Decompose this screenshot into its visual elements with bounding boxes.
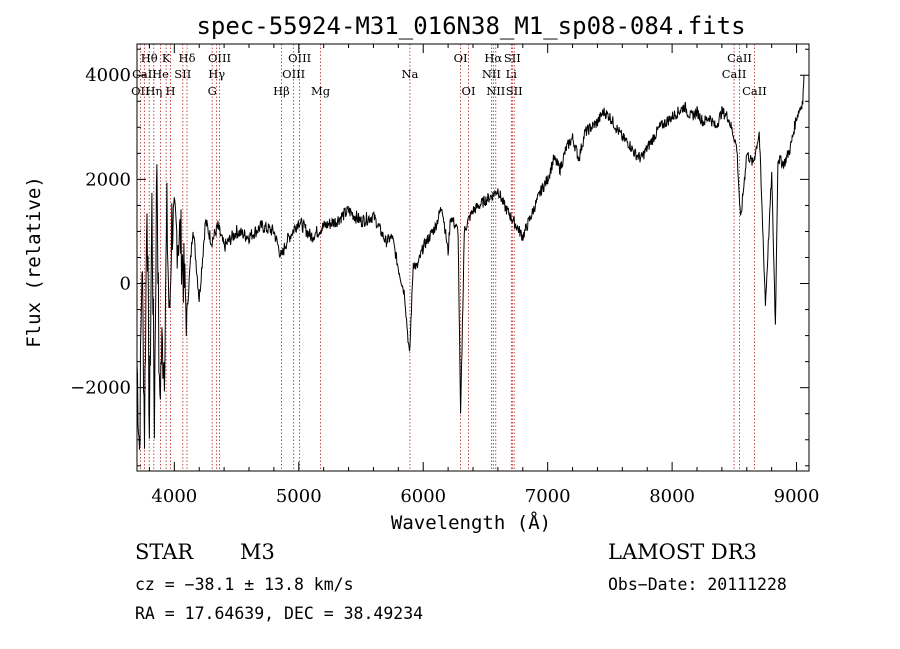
marker-label-2: CaII [132, 67, 157, 81]
marker-label-10: Hγ [208, 67, 225, 81]
emission-line-markers [139, 44, 755, 471]
marker-label-20: Hα [484, 51, 502, 65]
x-tick-label-5: 9000 [774, 486, 820, 507]
x-axis-label: Wavelength (Å) [391, 511, 551, 534]
marker-label-0: Hθ [141, 51, 158, 65]
chart-title: spec-55924-M31_016N38_M1_sp08-084.fits [196, 12, 745, 40]
marker-label-13: OIII [282, 67, 305, 81]
axis-ticks: 4000 5000 6000 7000 8000 9000 −2000 0 2000 4000 [70, 44, 819, 507]
y-axis-label: Flux (relative) [23, 176, 45, 348]
marker-label-8: Hδ [179, 51, 196, 65]
marker-label-7: SII [174, 67, 191, 81]
y-tick-label-0: −2000 [70, 378, 131, 399]
x-tick-label-4: 8000 [649, 486, 695, 507]
x-tick-label-3: 7000 [525, 486, 571, 507]
marker-label-11: G [208, 84, 217, 98]
marker-label-27: CaII [742, 84, 767, 98]
spectrum-line [136, 75, 805, 450]
marker-label-17: OI [454, 51, 468, 65]
survey-label: LAMOST DR3 [608, 540, 757, 564]
class-label: STAR [135, 540, 194, 564]
marker-label-25: CaII [722, 67, 747, 81]
marker-label-5: K [162, 51, 171, 65]
marker-label-23: Li [506, 67, 518, 81]
marker-label-21: NII [486, 84, 505, 98]
x-tick-label-0: 4000 [151, 486, 197, 507]
line-labels: Hθ OII CaII Hη He K H SII Hδ OIII Hγ G Hβ OIII OIII Mg N… [131, 51, 767, 98]
coordinates-readout: RA = 17.64639, DEC = 38.49234 [135, 604, 424, 623]
marker-label-9: OIII [208, 51, 231, 65]
y-tick-label-1: 0 [120, 274, 131, 295]
marker-label-6: H [165, 84, 175, 98]
marker-label-14: OIII [288, 51, 311, 65]
marker-label-26: CaII [727, 51, 752, 65]
marker-label-16: Na [401, 67, 418, 81]
marker-label-18: OI [462, 84, 476, 98]
redshift-readout: cz = −38.1 ± 13.8 km/s [135, 575, 354, 594]
marker-label-3: Hη [145, 84, 162, 98]
marker-label-12: Hβ [273, 84, 290, 98]
observation-date: Obs−Date: 20111228 [608, 575, 787, 594]
plot-frame [136, 43, 810, 472]
marker-label-15: Mg [311, 84, 331, 98]
subclass-label: M3 [240, 540, 275, 564]
y-tick-label-2: 2000 [85, 169, 131, 190]
marker-label-22: SII [504, 51, 521, 65]
marker-label-24: SII [506, 84, 523, 98]
x-tick-label-1: 5000 [276, 486, 322, 507]
x-tick-label-2: 6000 [400, 486, 446, 507]
marker-label-19: NII [482, 67, 501, 81]
marker-label-1: OII [131, 84, 150, 98]
y-tick-label-3: 4000 [85, 65, 131, 86]
marker-label-4: He [152, 67, 169, 81]
